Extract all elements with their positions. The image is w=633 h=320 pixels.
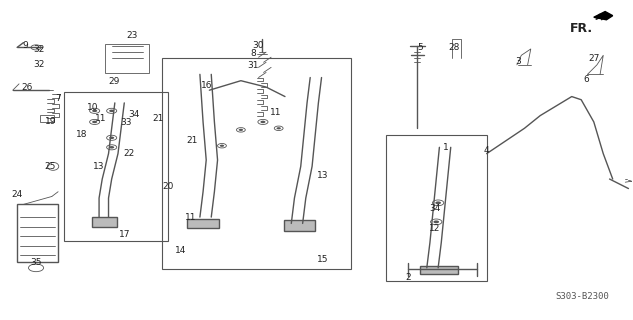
Bar [187,219,219,228]
Text: 19: 19 [45,117,56,126]
Text: 11: 11 [95,114,107,123]
Text: 18: 18 [77,130,88,139]
Text: 8: 8 [251,49,256,58]
Circle shape [220,145,224,147]
Circle shape [277,127,281,129]
Text: 27: 27 [588,54,599,63]
Circle shape [260,121,265,123]
Text: 33: 33 [120,118,132,127]
Text: 17: 17 [118,230,130,239]
Circle shape [434,220,439,223]
Text: 6: 6 [584,75,589,84]
Text: 13: 13 [93,162,105,171]
Text: 29: 29 [108,77,119,86]
Text: 14: 14 [175,246,187,255]
Text: 21: 21 [187,136,198,146]
Text: 34: 34 [128,110,139,119]
Circle shape [436,201,441,204]
Text: 12: 12 [429,224,441,233]
Circle shape [109,109,114,112]
Text: FR.: FR. [570,22,593,35]
Text: 23: 23 [127,31,138,40]
Circle shape [92,109,97,112]
Text: 9: 9 [22,41,28,50]
Text: 22: 22 [123,149,134,158]
Circle shape [109,137,114,139]
Bar [162,59,351,269]
Text: 4: 4 [484,146,489,155]
Bar [92,217,116,227]
Text: S303-B2300: S303-B2300 [556,292,610,301]
Text: 1: 1 [443,143,449,152]
Text: 25: 25 [45,162,56,171]
Text: 28: 28 [448,43,460,52]
Text: 26: 26 [21,83,32,92]
Text: 5: 5 [418,43,423,52]
Text: 10: 10 [87,103,99,112]
Text: 21: 21 [152,114,163,123]
Text: 11: 11 [270,108,281,117]
Text: 13: 13 [317,172,329,180]
Bar [41,115,54,122]
Text: 3: 3 [515,57,521,66]
Text: 24: 24 [11,190,23,199]
Circle shape [92,121,97,123]
Text: 15: 15 [317,255,329,264]
Bar [65,92,168,241]
Text: 20: 20 [163,182,174,191]
Bar [420,266,458,274]
Text: 32: 32 [34,45,45,54]
Circle shape [109,146,114,148]
Text: 31: 31 [248,61,260,70]
Bar [386,135,487,281]
Bar [105,44,149,73]
Text: 35: 35 [30,258,42,267]
Text: 16: 16 [201,81,212,90]
Text: 32: 32 [34,60,45,69]
Text: 30: 30 [253,41,264,50]
Text: 34: 34 [429,204,441,213]
Text: 7: 7 [55,94,61,103]
Bar [17,204,58,261]
Text: 2: 2 [405,273,411,282]
Bar [284,220,315,231]
Circle shape [239,129,243,131]
Text: 11: 11 [185,212,196,222]
Polygon shape [594,12,613,20]
